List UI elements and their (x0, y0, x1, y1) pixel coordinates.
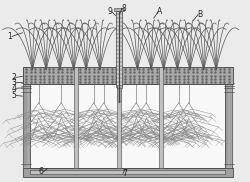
Text: 2: 2 (12, 73, 16, 82)
Bar (118, 87, 121, 102)
Bar (160, 67, 163, 168)
Text: 3: 3 (11, 78, 16, 87)
Text: 1: 1 (8, 32, 12, 41)
Text: 4: 4 (11, 84, 16, 93)
Text: 7: 7 (122, 169, 128, 178)
Text: 9: 9 (108, 7, 112, 16)
Bar (116, 11, 122, 87)
Bar (74, 67, 78, 168)
Text: 8: 8 (122, 4, 126, 13)
Bar (114, 8, 124, 11)
Bar (22, 168, 233, 177)
Bar (117, 85, 122, 88)
Bar (22, 67, 30, 168)
Text: B: B (198, 10, 202, 19)
Bar (118, 67, 121, 168)
Bar (30, 84, 225, 168)
Text: 5: 5 (11, 91, 16, 100)
Bar (22, 67, 233, 84)
Text: A: A (158, 7, 162, 16)
Bar (30, 170, 225, 175)
Text: 6: 6 (39, 167, 44, 177)
Bar (225, 67, 232, 168)
